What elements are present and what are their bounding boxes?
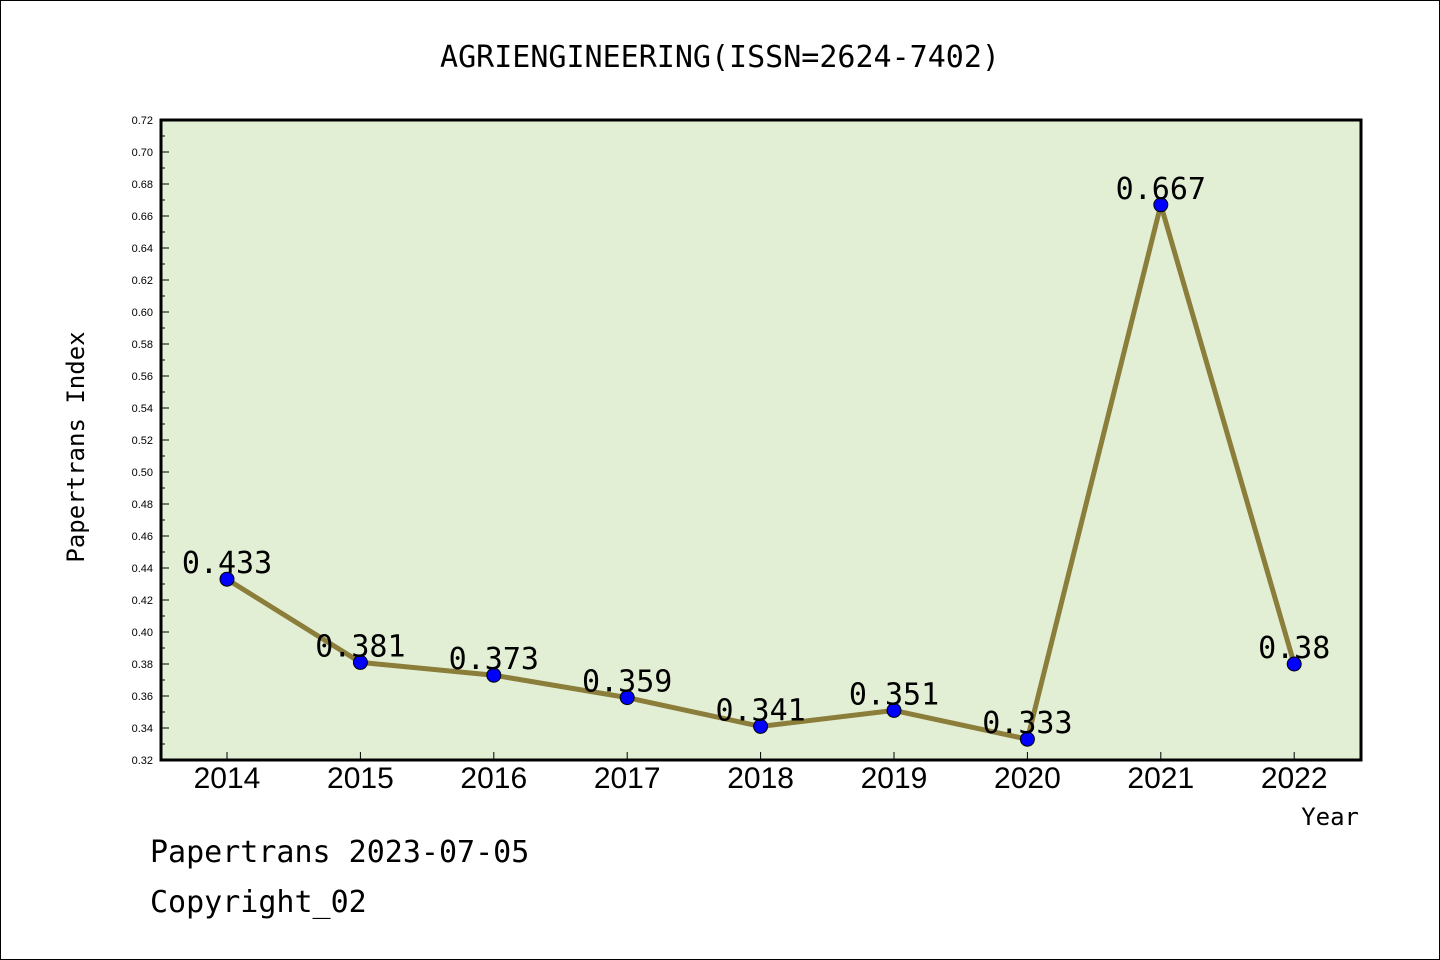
x-tick-label: 2018 [727, 762, 794, 795]
data-label: 0.433 [182, 546, 272, 581]
x-tick-label: 2017 [594, 762, 661, 795]
data-label: 0.381 [315, 629, 405, 664]
data-label: 0.38 [1258, 631, 1330, 666]
x-tick-label: 2020 [994, 762, 1061, 795]
data-point-marker [486, 667, 502, 683]
y-tick-label: 0.62 [132, 275, 153, 287]
plot-area [159, 118, 1363, 762]
data-label: 0.359 [582, 665, 672, 700]
y-tick-label: 0.70 [132, 147, 153, 159]
x-tick-label: 2021 [1127, 762, 1194, 795]
data-label: 0.333 [982, 706, 1072, 741]
footer-copyright: Copyright_02 [150, 885, 367, 920]
y-tick-label: 0.56 [132, 371, 153, 383]
y-tick-label: 0.68 [132, 179, 153, 191]
data-point-marker [753, 718, 769, 734]
y-tick-label: 0.32 [132, 755, 153, 767]
footer-date: Papertrans 2023-07-05 [150, 835, 530, 870]
y-tick-label: 0.60 [132, 307, 153, 319]
marker-group [219, 197, 1302, 747]
y-tick-label: 0.58 [132, 339, 153, 351]
y-tick-label: 0.64 [132, 243, 153, 255]
x-tick-label: 2014 [194, 762, 261, 795]
y-tick-label: 0.40 [132, 627, 153, 639]
y-axis-label: Papertrans Index [62, 331, 90, 562]
data-label: 0.667 [1116, 172, 1206, 207]
x-axis: 2014 2015 2016 2017 2018 2019 2020 2021 2022 [194, 752, 1328, 795]
data-label-group: 0.433 0.381 0.373 0.359 0.341 0.351 0.333 0.667… [182, 172, 1330, 741]
data-label: 0.341 [715, 693, 805, 728]
data-label: 0.373 [449, 642, 539, 677]
x-axis-label: Year [1301, 803, 1359, 831]
data-point-marker [1019, 731, 1035, 747]
data-point-marker [219, 571, 235, 587]
y-tick-label: 0.66 [132, 211, 153, 223]
y-tick-label: 0.54 [132, 403, 153, 415]
x-tick-label: 2019 [861, 762, 928, 795]
x-tick-label: 2015 [327, 762, 394, 795]
y-axis: 0.32 0.34 0.36 0.38 0.40 0.42 0.44 0.46 0.48 0.50… [132, 115, 169, 767]
y-tick-label: 0.34 [132, 723, 153, 735]
y-tick-label: 0.50 [132, 467, 153, 479]
data-point-marker [1286, 656, 1302, 672]
y-tick-label: 0.48 [132, 499, 153, 511]
data-point-marker [619, 690, 635, 706]
y-tick-label: 0.44 [132, 563, 153, 575]
y-tick-label: 0.42 [132, 595, 153, 607]
x-tick-label: 2022 [1261, 762, 1328, 795]
y-tick-label: 0.36 [132, 691, 153, 703]
y-tick-label: 0.72 [132, 115, 153, 127]
y-tick-label: 0.38 [132, 659, 153, 671]
x-tick-label: 2016 [460, 762, 527, 795]
data-point-marker [886, 702, 902, 718]
data-point-marker [1153, 197, 1169, 213]
y-tick-label: 0.46 [132, 531, 153, 543]
y-tick-label: 0.52 [132, 435, 153, 447]
data-label: 0.351 [849, 677, 939, 712]
chart-title: AGRIENGINEERING(ISSN=2624-7402) [440, 40, 1000, 75]
data-point-marker [352, 654, 368, 670]
